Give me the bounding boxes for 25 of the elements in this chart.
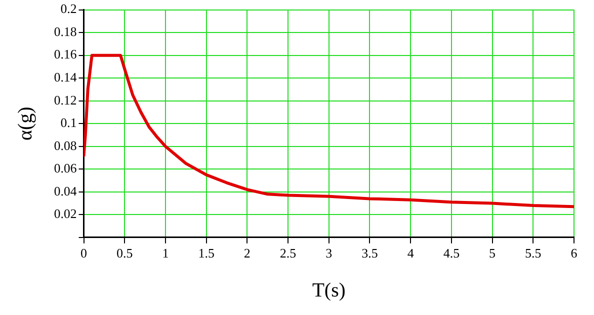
x-tick-label: 3.5 xyxy=(362,246,378,261)
y-tick-label: 0.18 xyxy=(54,24,77,39)
y-tick-label: 0.08 xyxy=(54,138,77,153)
x-tick-label: 4 xyxy=(407,246,414,261)
x-tick-label: 4.5 xyxy=(443,246,460,261)
y-tick-label: 0.04 xyxy=(54,183,78,198)
y-tick-label: 0.16 xyxy=(54,46,78,62)
y-tick-label: 0.14 xyxy=(54,70,78,84)
x-tick-label: 6 xyxy=(570,246,578,261)
x-tick-label: 3 xyxy=(326,246,332,261)
x-tick-label: 5 xyxy=(489,246,496,261)
x-tick-label: 1.5 xyxy=(198,246,214,261)
x-tick-label: 1 xyxy=(162,246,169,261)
y-tick-label: 0.06 xyxy=(54,160,78,176)
x-axis-title: T(s) xyxy=(312,279,346,302)
y-tick-label: 0.2 xyxy=(60,1,77,16)
x-tick-label: 5.5 xyxy=(525,246,542,261)
y-tick-label: 0.1 xyxy=(60,115,77,130)
x-tick-label: 0.5 xyxy=(116,246,133,261)
x-tick-label: 0 xyxy=(80,246,87,261)
x-tick-label: 2 xyxy=(244,246,250,261)
y-tick-label: 0.12 xyxy=(54,92,77,108)
y-tick-label: 0.02 xyxy=(54,206,77,222)
x-tick-label: 2.5 xyxy=(280,246,296,261)
y-axis-title: α(g) xyxy=(14,106,36,141)
